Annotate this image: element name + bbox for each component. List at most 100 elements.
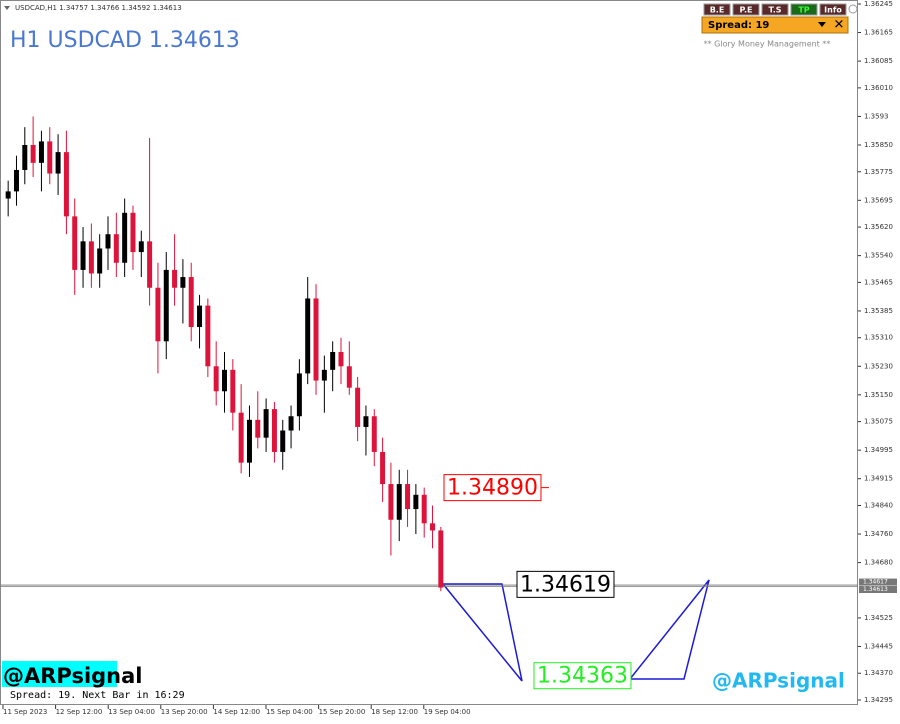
candle-body [421,494,427,524]
dropdown-arrow[interactable] [818,22,826,27]
y-tick-label: 1.35310 [864,334,893,342]
y-tick-label: 1.34995 [864,446,893,454]
candle-body [438,530,444,588]
panel-button[interactable] [790,3,818,16]
candle-body [163,269,169,342]
candle-body [371,416,377,452]
candle-body [88,241,94,274]
candle-body [197,305,203,328]
level-label: 1.34363 [537,664,628,689]
y-tick-label: 1.34445 [864,642,893,650]
y-tick-label: 1.35540 [864,252,893,260]
candle-body [238,412,244,463]
candle-body [5,191,11,199]
chart-title: H1 USDCAD 1.34613 [10,28,240,53]
panel-button-label: T.S [768,6,781,15]
level-box [533,662,632,690]
candle-body [413,494,419,510]
candle-body [380,451,386,485]
level-label: 1.34619 [520,572,611,597]
y-tick-label: 1.3593 [864,112,889,120]
candle-body [13,169,19,192]
y-tick-label: 1.34370 [864,669,893,677]
smiley [848,4,858,14]
candle-body [47,141,53,174]
plot-frame [0,0,858,705]
x-tick-label: 15 Sep 04:00 [266,708,313,716]
panel-button[interactable] [819,3,847,16]
y-tick-label: 1.34760 [864,530,893,538]
y-tick-label: 1.35695 [864,196,893,204]
candle-body [180,277,186,288]
x-tick-label: 11 Sep 2023 [3,708,47,716]
x-tick-label: 13 Sep 20:00 [161,708,208,716]
candle-body [246,419,252,463]
x-tick-label: 15 Sep 20:00 [319,708,366,716]
level-box [443,474,542,502]
panel-button[interactable] [732,3,760,16]
candle-body [122,212,128,263]
watermark-bg [2,661,117,687]
candle-body [346,366,352,388]
close-button[interactable]: ✕ [834,18,845,33]
level-box [516,570,615,598]
x-tick-label: 13 Sep 04:00 [108,708,155,716]
x-tick-label: 18 Sep 12:00 [371,708,418,716]
candle-body [405,484,411,510]
y-tick-label: 1.34680 [864,559,893,567]
candle-body [113,234,119,263]
status-text: Spread: 19. Next Bar in 16:29 [10,690,185,701]
x-tick-label: 12 Sep 12:00 [56,708,103,716]
chart-header: USDCAD,H1 1.34757 1.34766 1.34592 1.3461… [15,4,182,12]
panel-button-label: P.E [740,6,753,15]
candle-body [296,373,302,417]
candle-body [338,352,344,367]
candle-body [38,141,44,163]
candle-body [80,241,86,270]
y-tick-label: 1.35850 [864,141,893,149]
x-tick-label: 14 Sep 12:00 [213,708,260,716]
y-tick-label: 1.35385 [864,307,893,315]
candle-body [105,234,111,249]
candle-body [63,152,69,217]
panel-button-label: TP [798,6,809,15]
y-tick-label: 1.35775 [864,168,893,176]
y-tick-label: 1.36245 [864,0,893,8]
candle-body [97,248,103,274]
candle-body [313,298,319,381]
y-tick-label: 1.36085 [864,57,893,65]
spread-text: Spread: 19 [708,20,769,31]
candle-body [321,369,327,381]
pattern-line [629,579,710,680]
level-label: 1.34890 [447,476,538,501]
candle-body [30,144,36,163]
y-tick-label: 1.35620 [864,223,893,231]
y-tick-label: 1.35075 [864,418,893,426]
y-tick-label: 1.34915 [864,475,893,483]
y-tick-label: 1.36165 [864,29,893,37]
candle-body [355,387,361,427]
y-tick-label: 1.35465 [864,278,893,286]
candle-body [130,212,136,253]
watermark-left: @ARPsignal [3,664,143,688]
y-tick-label: 1.35230 [864,362,893,370]
price-label: 1.34613 [863,586,888,593]
candle-body [222,369,227,392]
candle-body [213,366,219,392]
y-tick-label: 1.34525 [864,614,893,622]
candle-body [138,241,144,253]
spread-bar [701,16,849,34]
candle-body [330,352,336,370]
candle-body [255,419,261,438]
candle-body [430,523,436,531]
panel-button[interactable] [703,3,731,16]
candle-body [388,484,394,520]
header-arrow [4,6,10,10]
candle-body [188,277,194,328]
y-tick-label: 1.34840 [864,501,893,509]
candle-body [363,416,369,427]
panel-button[interactable] [761,3,789,16]
watermark-right: @ARPsignal [712,669,845,693]
price-label-bg [859,585,897,593]
